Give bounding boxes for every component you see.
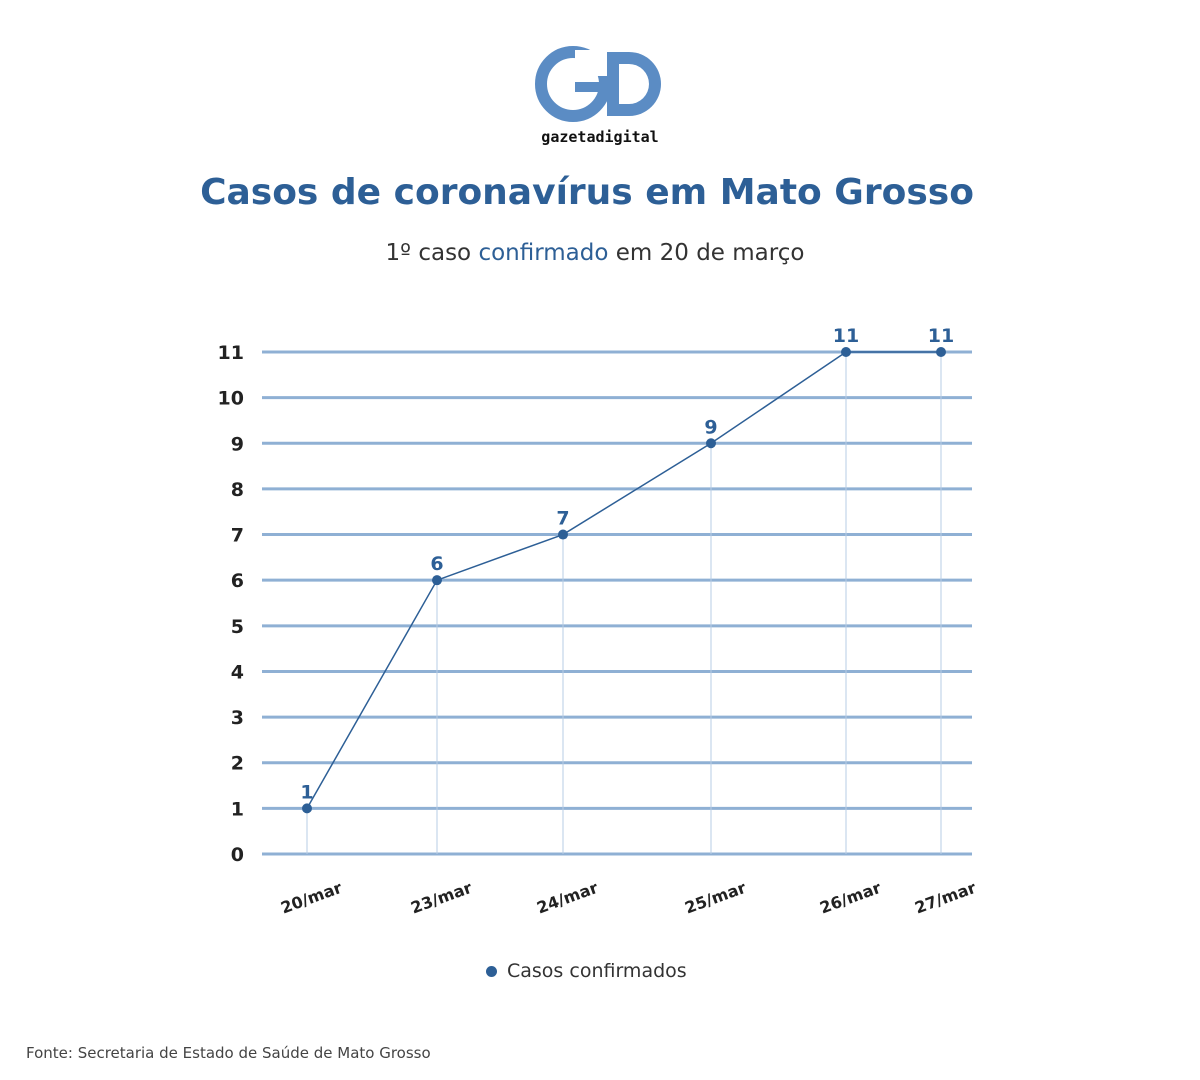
- data-point: [302, 803, 312, 814]
- y-tick-label: 10: [218, 388, 244, 410]
- legend-marker: [486, 965, 497, 977]
- x-tick-label: 23/mar: [408, 878, 474, 918]
- chart-title: Casos de coronavírus em Mato Grosso: [200, 172, 974, 213]
- gd-logo-mark: [535, 46, 661, 122]
- series-casos: 1 6 7 9 11 11: [300, 325, 954, 814]
- x-axis-ticks: 20/mar 23/mar 24/mar 25/mar 26/mar 27/mar: [278, 878, 978, 918]
- series-line: [306, 351, 941, 809]
- x-tick-label: 24/mar: [534, 878, 600, 918]
- data-label: 11: [928, 325, 954, 347]
- legend-label: Casos confirmados: [507, 960, 687, 982]
- legend: Casos confirmados: [486, 960, 687, 982]
- y-tick-label: 11: [218, 342, 244, 364]
- y-tick-label: 6: [231, 570, 244, 592]
- grid-lines: [262, 350, 972, 856]
- data-point: [936, 347, 946, 357]
- y-tick-label: 5: [231, 616, 244, 638]
- data-point: [841, 347, 851, 357]
- subtitle-suffix: em 20 de março: [608, 240, 805, 266]
- y-tick-label: 4: [231, 661, 244, 683]
- data-point: [706, 438, 716, 449]
- x-tick-label: 25/mar: [682, 878, 748, 918]
- y-axis-ticks: 0 1 2 3 4 5 6 7 8 9 10 11: [218, 342, 244, 866]
- data-point: [432, 575, 442, 586]
- subtitle-prefix: 1º caso: [385, 240, 479, 266]
- gazeta-digital-logo: gazetadigital: [533, 44, 667, 148]
- y-tick-label: 2: [231, 753, 244, 775]
- data-label: 6: [430, 553, 443, 575]
- y-tick-label: 7: [231, 525, 244, 547]
- subtitle-highlight: confirmado: [478, 240, 609, 266]
- y-tick-label: 8: [231, 479, 244, 501]
- x-tick-label: 27/mar: [912, 878, 978, 918]
- data-label: 1: [300, 781, 313, 803]
- data-label: 7: [556, 508, 569, 530]
- vertical-guides: [306, 352, 942, 854]
- data-label: 9: [704, 416, 717, 438]
- y-tick-label: 3: [231, 707, 244, 729]
- x-tick-label: 26/mar: [817, 878, 883, 918]
- data-label: 11: [833, 325, 859, 347]
- source-note: Fonte: Secretaria de Estado de Saúde de …: [26, 1044, 431, 1062]
- logo-wordmark: gazetadigital: [541, 128, 659, 146]
- y-tick-label: 0: [231, 844, 244, 866]
- data-point: [558, 529, 568, 540]
- x-tick-label: 20/mar: [278, 878, 344, 918]
- y-tick-label: 1: [231, 798, 244, 820]
- chart-subtitle: 1º caso confirmado em 20 de março: [0, 240, 1190, 266]
- y-tick-label: 9: [231, 433, 244, 455]
